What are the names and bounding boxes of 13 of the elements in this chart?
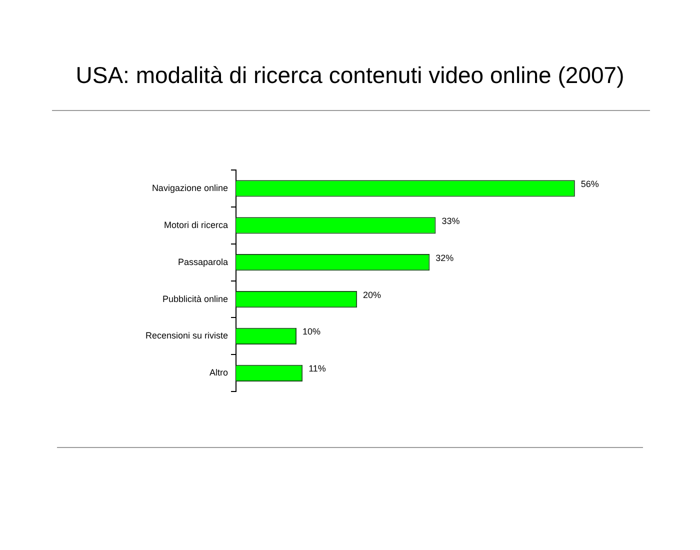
y-tick-label: Altro xyxy=(209,368,228,378)
y-tick-label: Passaparola xyxy=(178,256,228,267)
y-tick-label: Motori di ricerca xyxy=(164,220,228,230)
y-tick-label: Navigazione online xyxy=(152,182,228,193)
data-label: 11% xyxy=(308,364,326,374)
y-tick-label: Recensioni su riviste xyxy=(145,330,228,341)
data-label: 32% xyxy=(436,252,454,263)
chart-title: USA: modalità di ricerca contenuti video online (2007) xyxy=(74,62,626,89)
data-label: 33% xyxy=(442,216,460,226)
data-label: 20% xyxy=(363,290,382,300)
data-label: 10% xyxy=(302,326,321,337)
y-tick-label: Pubblicità online xyxy=(162,294,228,304)
data-label: 56% xyxy=(580,178,599,189)
